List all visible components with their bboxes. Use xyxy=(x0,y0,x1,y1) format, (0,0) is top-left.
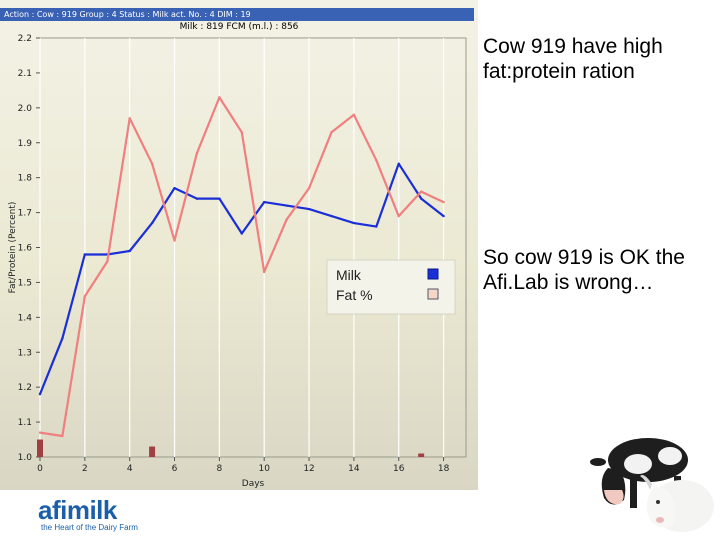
x-tick-label: 6 xyxy=(172,464,178,474)
data-point xyxy=(375,159,378,162)
data-point xyxy=(61,337,64,340)
data-point xyxy=(442,200,445,204)
data-point xyxy=(285,204,288,207)
data-point xyxy=(218,197,221,200)
cow-icon xyxy=(590,438,688,508)
data-point xyxy=(218,96,221,99)
x-tick-label: 14 xyxy=(348,464,360,474)
x-tick-label: 8 xyxy=(217,464,223,474)
data-point xyxy=(128,249,131,253)
cow-status-bar: Action : Cow : 919 Group : 4 Status : Mi… xyxy=(0,8,474,21)
y-tick-label: 2.0 xyxy=(18,104,33,114)
data-point xyxy=(307,186,311,190)
data-point xyxy=(442,214,445,218)
data-point xyxy=(173,186,176,190)
data-point xyxy=(330,214,333,218)
note-conclusion: So cow 919 is OK the Afi.Lab is wrong… xyxy=(483,246,685,294)
y-tick-label: 1.9 xyxy=(18,139,33,149)
data-point xyxy=(150,162,154,165)
data-point xyxy=(263,270,266,274)
fat-protein-chart: 1.0 1.1 1.2 1.3 1.4 1.5 1.6 1.7 1.8 1.9 2.0 2.1 2.2 0… xyxy=(8,34,467,489)
y-tick-label: 1.4 xyxy=(18,313,33,323)
data-point xyxy=(83,253,87,256)
data-point xyxy=(173,239,176,242)
data-point xyxy=(128,117,131,120)
afimilk-logo: afimilk the Heart of the Dairy Farm xyxy=(38,495,138,532)
data-point xyxy=(352,113,356,117)
x-tick-label: 16 xyxy=(393,464,405,474)
data-point xyxy=(83,295,87,298)
data-point xyxy=(397,214,400,218)
data-point xyxy=(419,190,423,193)
event-bar xyxy=(418,453,425,457)
data-point xyxy=(263,200,266,204)
data-point xyxy=(397,162,400,165)
legend-swatch xyxy=(427,268,439,280)
data-point xyxy=(38,392,42,396)
data-point xyxy=(106,260,109,263)
x-tick-label: 12 xyxy=(303,464,314,474)
data-point xyxy=(307,207,311,211)
y-tick-label: 1.8 xyxy=(18,174,33,184)
event-bar xyxy=(149,446,156,457)
data-point xyxy=(285,218,288,221)
x-tick-label: 18 xyxy=(438,464,450,474)
data-point xyxy=(375,225,378,228)
y-tick-label: 1.1 xyxy=(18,418,32,428)
data-point xyxy=(240,131,243,134)
goat-icon xyxy=(640,475,714,532)
y-tick-label: 1.3 xyxy=(18,348,32,358)
plot-frame xyxy=(39,37,467,458)
y-tick-label: 1.6 xyxy=(18,244,33,254)
y-tick-label: 1.2 xyxy=(18,383,32,393)
legend-label: Milk xyxy=(336,267,362,283)
y-tick-label: 2.2 xyxy=(18,34,32,44)
x-tick-label: 0 xyxy=(37,464,43,474)
y-tick-label: 2.1 xyxy=(18,69,32,79)
data-point xyxy=(352,221,356,225)
data-point xyxy=(240,232,243,235)
y-tick-label: 1.5 xyxy=(18,278,32,288)
data-point xyxy=(38,431,42,434)
y-axis-label: Fat/Protein (Percent) xyxy=(8,202,18,294)
data-point xyxy=(61,434,64,438)
legend-swatch xyxy=(427,288,439,300)
data-point xyxy=(150,221,154,225)
data-point xyxy=(419,197,423,200)
x-tick-label: 2 xyxy=(82,464,88,474)
legend-label: Fat % xyxy=(336,287,373,303)
y-tick-label: 1.7 xyxy=(18,209,32,219)
data-point xyxy=(330,131,333,134)
event-bar xyxy=(37,439,43,457)
x-axis-label: Days xyxy=(242,479,265,489)
data-point xyxy=(195,152,199,155)
chart-subtitle: Milk : 819 FCM (m.l.) : 856 xyxy=(179,22,299,32)
logo-tagline: the Heart of the Dairy Farm xyxy=(41,523,138,532)
cow-and-goat-illustration xyxy=(590,438,714,532)
x-tick-label: 10 xyxy=(258,464,270,474)
logo-word: afimilk xyxy=(38,495,117,525)
note-high-ratio: Cow 919 have high fat:protein ration xyxy=(483,35,663,83)
y-tick-label: 1.0 xyxy=(18,453,33,463)
x-tick-label: 4 xyxy=(127,464,133,474)
data-point xyxy=(195,197,199,200)
